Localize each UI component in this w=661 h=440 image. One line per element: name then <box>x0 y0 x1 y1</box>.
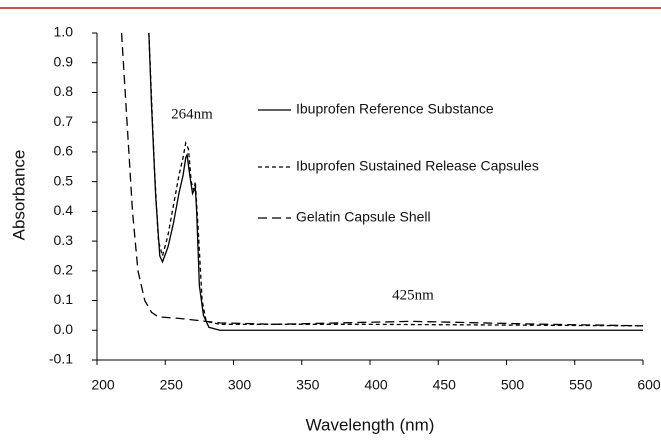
y-tick-label: 0.4 <box>54 202 74 218</box>
y-tick-label: 0.7 <box>54 113 74 129</box>
x-tick-label: 200 <box>91 377 115 393</box>
series-line <box>148 33 643 327</box>
legend-label: Ibuprofen Sustained Release Capsules <box>296 158 539 174</box>
x-axis-label: Wavelength (nm) <box>306 415 435 434</box>
x-tick-label: 600 <box>637 377 661 393</box>
legend-label: Gelatin Capsule Shell <box>296 209 431 225</box>
y-tick-label: 0.0 <box>54 321 74 337</box>
x-tick-label: 550 <box>569 377 593 393</box>
series-line <box>148 33 643 331</box>
y-tick-label: 0.2 <box>54 262 74 278</box>
header-rule <box>0 7 661 9</box>
x-tick-label: 450 <box>433 377 457 393</box>
legend-label: Ibuprofen Reference Substance <box>296 101 494 117</box>
x-tick-label: 350 <box>296 377 320 393</box>
annotation: 264nm <box>171 106 213 122</box>
y-tick-label: 0.1 <box>54 291 74 307</box>
y-tick-label: 0.8 <box>54 83 74 99</box>
x-tick-label: 300 <box>228 377 252 393</box>
x-tick-label: 400 <box>364 377 388 393</box>
y-tick-label: 0.5 <box>54 172 74 188</box>
annotation: 425nm <box>392 287 434 303</box>
y-axis-label: Absorbance <box>9 150 28 241</box>
plot-area <box>120 33 643 331</box>
y-tick-label: 1.0 <box>54 24 74 40</box>
y-tick-label: 0.6 <box>54 143 74 159</box>
x-tick-label: 500 <box>501 377 525 393</box>
y-tick-label: -0.1 <box>49 351 73 367</box>
series-line <box>120 33 643 327</box>
y-tick-label: 0.9 <box>54 53 74 69</box>
y-tick-label: 0.3 <box>54 232 74 248</box>
x-tick-label: 250 <box>160 377 184 393</box>
